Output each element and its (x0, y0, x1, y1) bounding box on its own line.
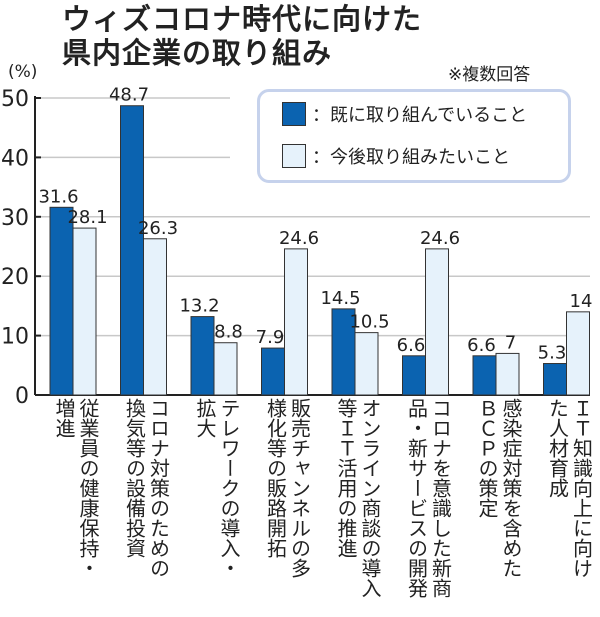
bar-future (495, 352, 520, 396)
data-label-existing: 14.5 (320, 288, 360, 309)
data-label-existing: 48.7 (109, 85, 149, 106)
x-category-label-line: ＢＣＰの策定 (475, 398, 499, 518)
bar-future (72, 227, 97, 396)
data-label-future: 10.5 (349, 312, 389, 333)
data-label-existing: 6.6 (467, 335, 496, 356)
x-category-label-line: 拡大 (193, 398, 217, 438)
bar-future (143, 238, 167, 396)
legend-item-future: ：今後取り組みたいこと (282, 143, 510, 169)
bar-existing (543, 363, 567, 396)
bar-existing (49, 206, 74, 396)
bar-future (284, 248, 308, 396)
x-category-label-line: 感染症対策を含めた (499, 398, 523, 578)
x-category-label: 感染症対策を含めた ＢＣＰの策定 (475, 398, 523, 613)
x-category-label-line: テレワークの導入・ (217, 398, 241, 578)
legend: ：既に取り組んでいること ：今後取り組みたいこと (257, 89, 571, 183)
data-label-future: 24.6 (420, 228, 460, 249)
y-tick-label: 30 (1, 206, 29, 231)
data-label-existing: 5.3 (538, 343, 567, 364)
x-category-label: 従業員の健康保持・ 増進 (52, 398, 100, 613)
x-category-label-line: 増進 (52, 398, 76, 438)
data-label-existing: 13.2 (179, 296, 219, 317)
bar-existing (472, 355, 497, 396)
bar-existing (120, 105, 144, 396)
legend-label-existing: ：既に取り組んでいること (312, 105, 528, 126)
bar-existing (261, 347, 285, 396)
x-category-label-line: コロナ対策のための (146, 398, 171, 578)
bar-existing (402, 355, 426, 396)
x-category-label-line: た人材育成 (545, 398, 570, 498)
legend-swatch-existing (282, 102, 306, 126)
data-label-existing: 6.6 (397, 335, 426, 356)
y-tick-label: 50 (1, 87, 29, 112)
bar-future (566, 311, 590, 396)
multiple-answer-note: ※複数回答 (448, 65, 531, 85)
data-label-future: 14 (570, 291, 593, 312)
legend-item-existing: ：既に取り組んでいること (282, 101, 527, 127)
bar-future (425, 248, 449, 396)
data-label-future: 8.8 (214, 322, 243, 343)
y-axis-label: (%) (8, 62, 38, 82)
x-category-label-line: 換気等の設備投資 (122, 398, 147, 558)
x-category-label: コロナを意識した新商 品・新サービスの開発 (405, 398, 453, 613)
x-category-label-line: コロナを意識した新商 (428, 398, 453, 598)
x-category-label-line: 様化等の販路開拓 (263, 398, 288, 558)
y-tick-label: 40 (1, 146, 29, 171)
x-category-label-line: 品・新サービスの開発 (404, 398, 429, 598)
x-category-label-line: 等ＩＴ活用の推進 (334, 398, 358, 558)
x-category-label: ＩＴ知識向上に向け た人材育成 (546, 398, 594, 613)
y-tick-label: 0 (15, 384, 29, 409)
legend-swatch-future (282, 144, 306, 168)
data-label-future: 26.3 (138, 218, 178, 239)
x-category-label-line: オンライン商談の導入 (358, 398, 382, 598)
bar-future (354, 332, 379, 396)
bar-future (213, 342, 238, 396)
x-category-label-line: ＩＴ知識向上に向け (569, 398, 594, 578)
y-tick-label: 20 (1, 265, 29, 290)
data-label-existing: 7.9 (256, 327, 285, 348)
x-category-label: テレワークの導入・ 拡大 (193, 398, 241, 613)
data-label-existing: 31.6 (38, 186, 78, 207)
x-category-label: オンライン商談の導入 等ＩＴ活用の推進 (334, 398, 382, 613)
x-category-label-line: 販売チャンネルの多 (287, 398, 312, 578)
legend-label-future: ：今後取り組みたいこと (312, 147, 510, 168)
data-label-future: 7 (505, 332, 516, 353)
x-category-label: 販売チャンネルの多 様化等の販路開拓 (264, 398, 312, 613)
data-label-future: 28.1 (67, 207, 107, 228)
y-tick-label: 10 (1, 325, 29, 350)
x-category-label: コロナ対策のための 換気等の設備投資 (123, 398, 171, 613)
data-label-future: 24.6 (279, 228, 319, 249)
bar-existing (190, 316, 215, 396)
chart-title-line-1: ウィズコロナ時代に向けた (62, 2, 423, 36)
x-category-label-line: 従業員の健康保持・ (76, 398, 100, 578)
chart-title-line-2: 県内企業の取り組み (62, 36, 333, 70)
